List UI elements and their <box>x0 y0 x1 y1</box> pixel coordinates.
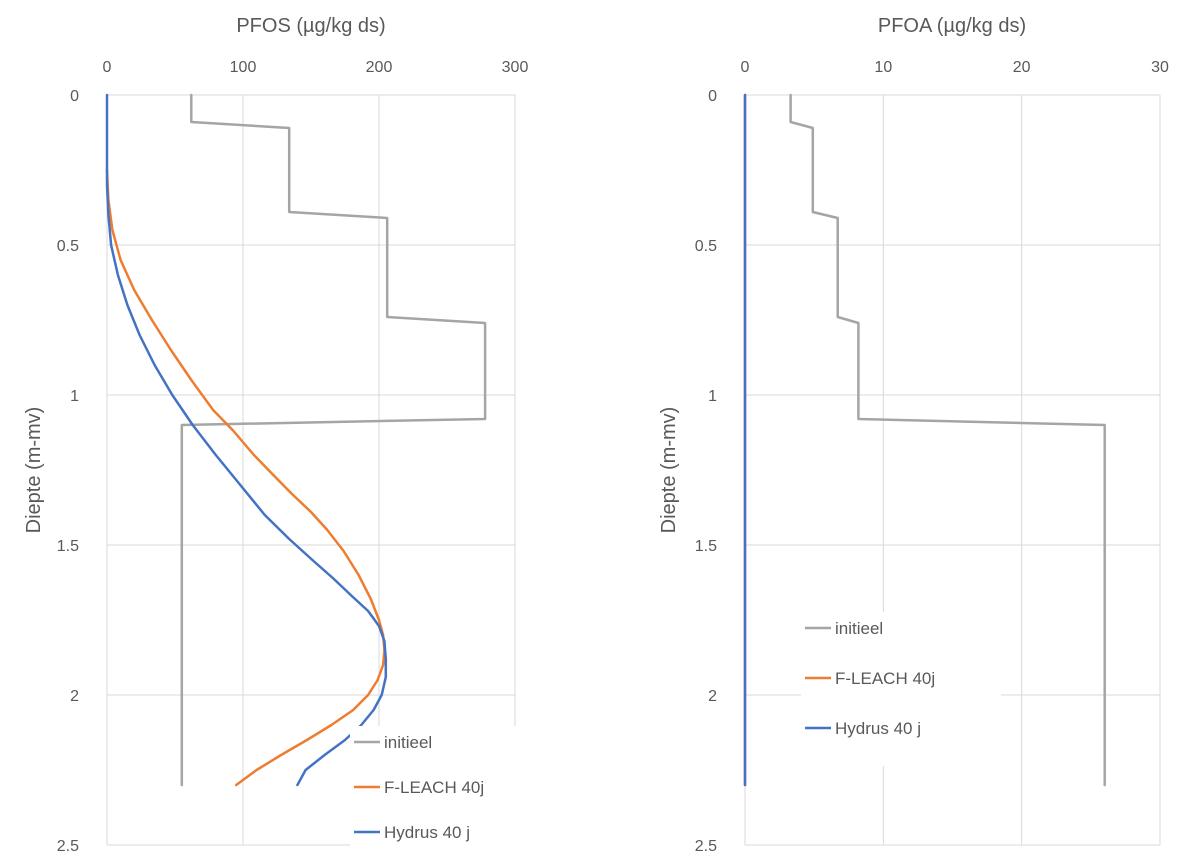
y-tick-label: 1 <box>708 388 717 405</box>
y-tick-label: 0 <box>708 88 717 105</box>
series-line-hydrus-40-j <box>105 93 388 787</box>
legend-label: F-LEACH 40j <box>384 778 484 797</box>
y-tick-label: 2 <box>70 688 79 705</box>
chart-title: PFOS (µg/kg ds) <box>236 15 385 37</box>
legend-box <box>350 726 550 857</box>
y-tick-label: 0.5 <box>695 238 717 255</box>
y-axis-title: Diepte (m-mv) <box>23 407 45 534</box>
x-tick-label: 20 <box>1013 59 1031 76</box>
x-tick-label: 0 <box>741 59 750 76</box>
y-tick-label: 0.5 <box>57 238 79 255</box>
y-axis-title: Diepte (m-mv) <box>658 407 680 534</box>
legend-label: F-LEACH 40j <box>835 669 935 688</box>
y-tick-label: 0 <box>70 88 79 105</box>
legend-label: Hydrus 40 j <box>835 719 921 738</box>
legend-label: initieel <box>384 733 432 752</box>
pfoa-chart: 0 10 20 30 0 0.5 1 1.5 2 2.5 PFOA (µg/kg ds) Diepte… <box>658 15 1169 855</box>
series-line-initieel <box>789 93 1106 787</box>
x-tick-label: 0 <box>103 59 112 76</box>
y-tick-label: 2.5 <box>57 838 79 855</box>
series-line-f-leach-40j <box>105 168 386 787</box>
legend-box <box>801 612 1001 766</box>
y-tick-label: 2.5 <box>695 838 717 855</box>
x-tick-label: 300 <box>502 59 529 76</box>
pfos-chart: 0 100 200 300 0 0.5 1 1.5 2 2.5 PFOS (µg/kg ds) Die… <box>23 15 550 857</box>
y-tick-label: 1.5 <box>57 538 79 555</box>
y-tick-label: 1.5 <box>695 538 717 555</box>
y-tick-label: 1 <box>70 388 79 405</box>
x-tick-label: 100 <box>230 59 257 76</box>
x-tick-label: 200 <box>366 59 393 76</box>
legend-label: Hydrus 40 j <box>384 823 470 842</box>
legend-label: initieel <box>835 619 883 638</box>
x-tick-label: 30 <box>1151 59 1169 76</box>
chart-title: PFOA (µg/kg ds) <box>878 15 1026 37</box>
y-tick-label: 2 <box>708 688 717 705</box>
series-line-initieel <box>180 93 487 787</box>
x-tick-label: 10 <box>874 59 892 76</box>
